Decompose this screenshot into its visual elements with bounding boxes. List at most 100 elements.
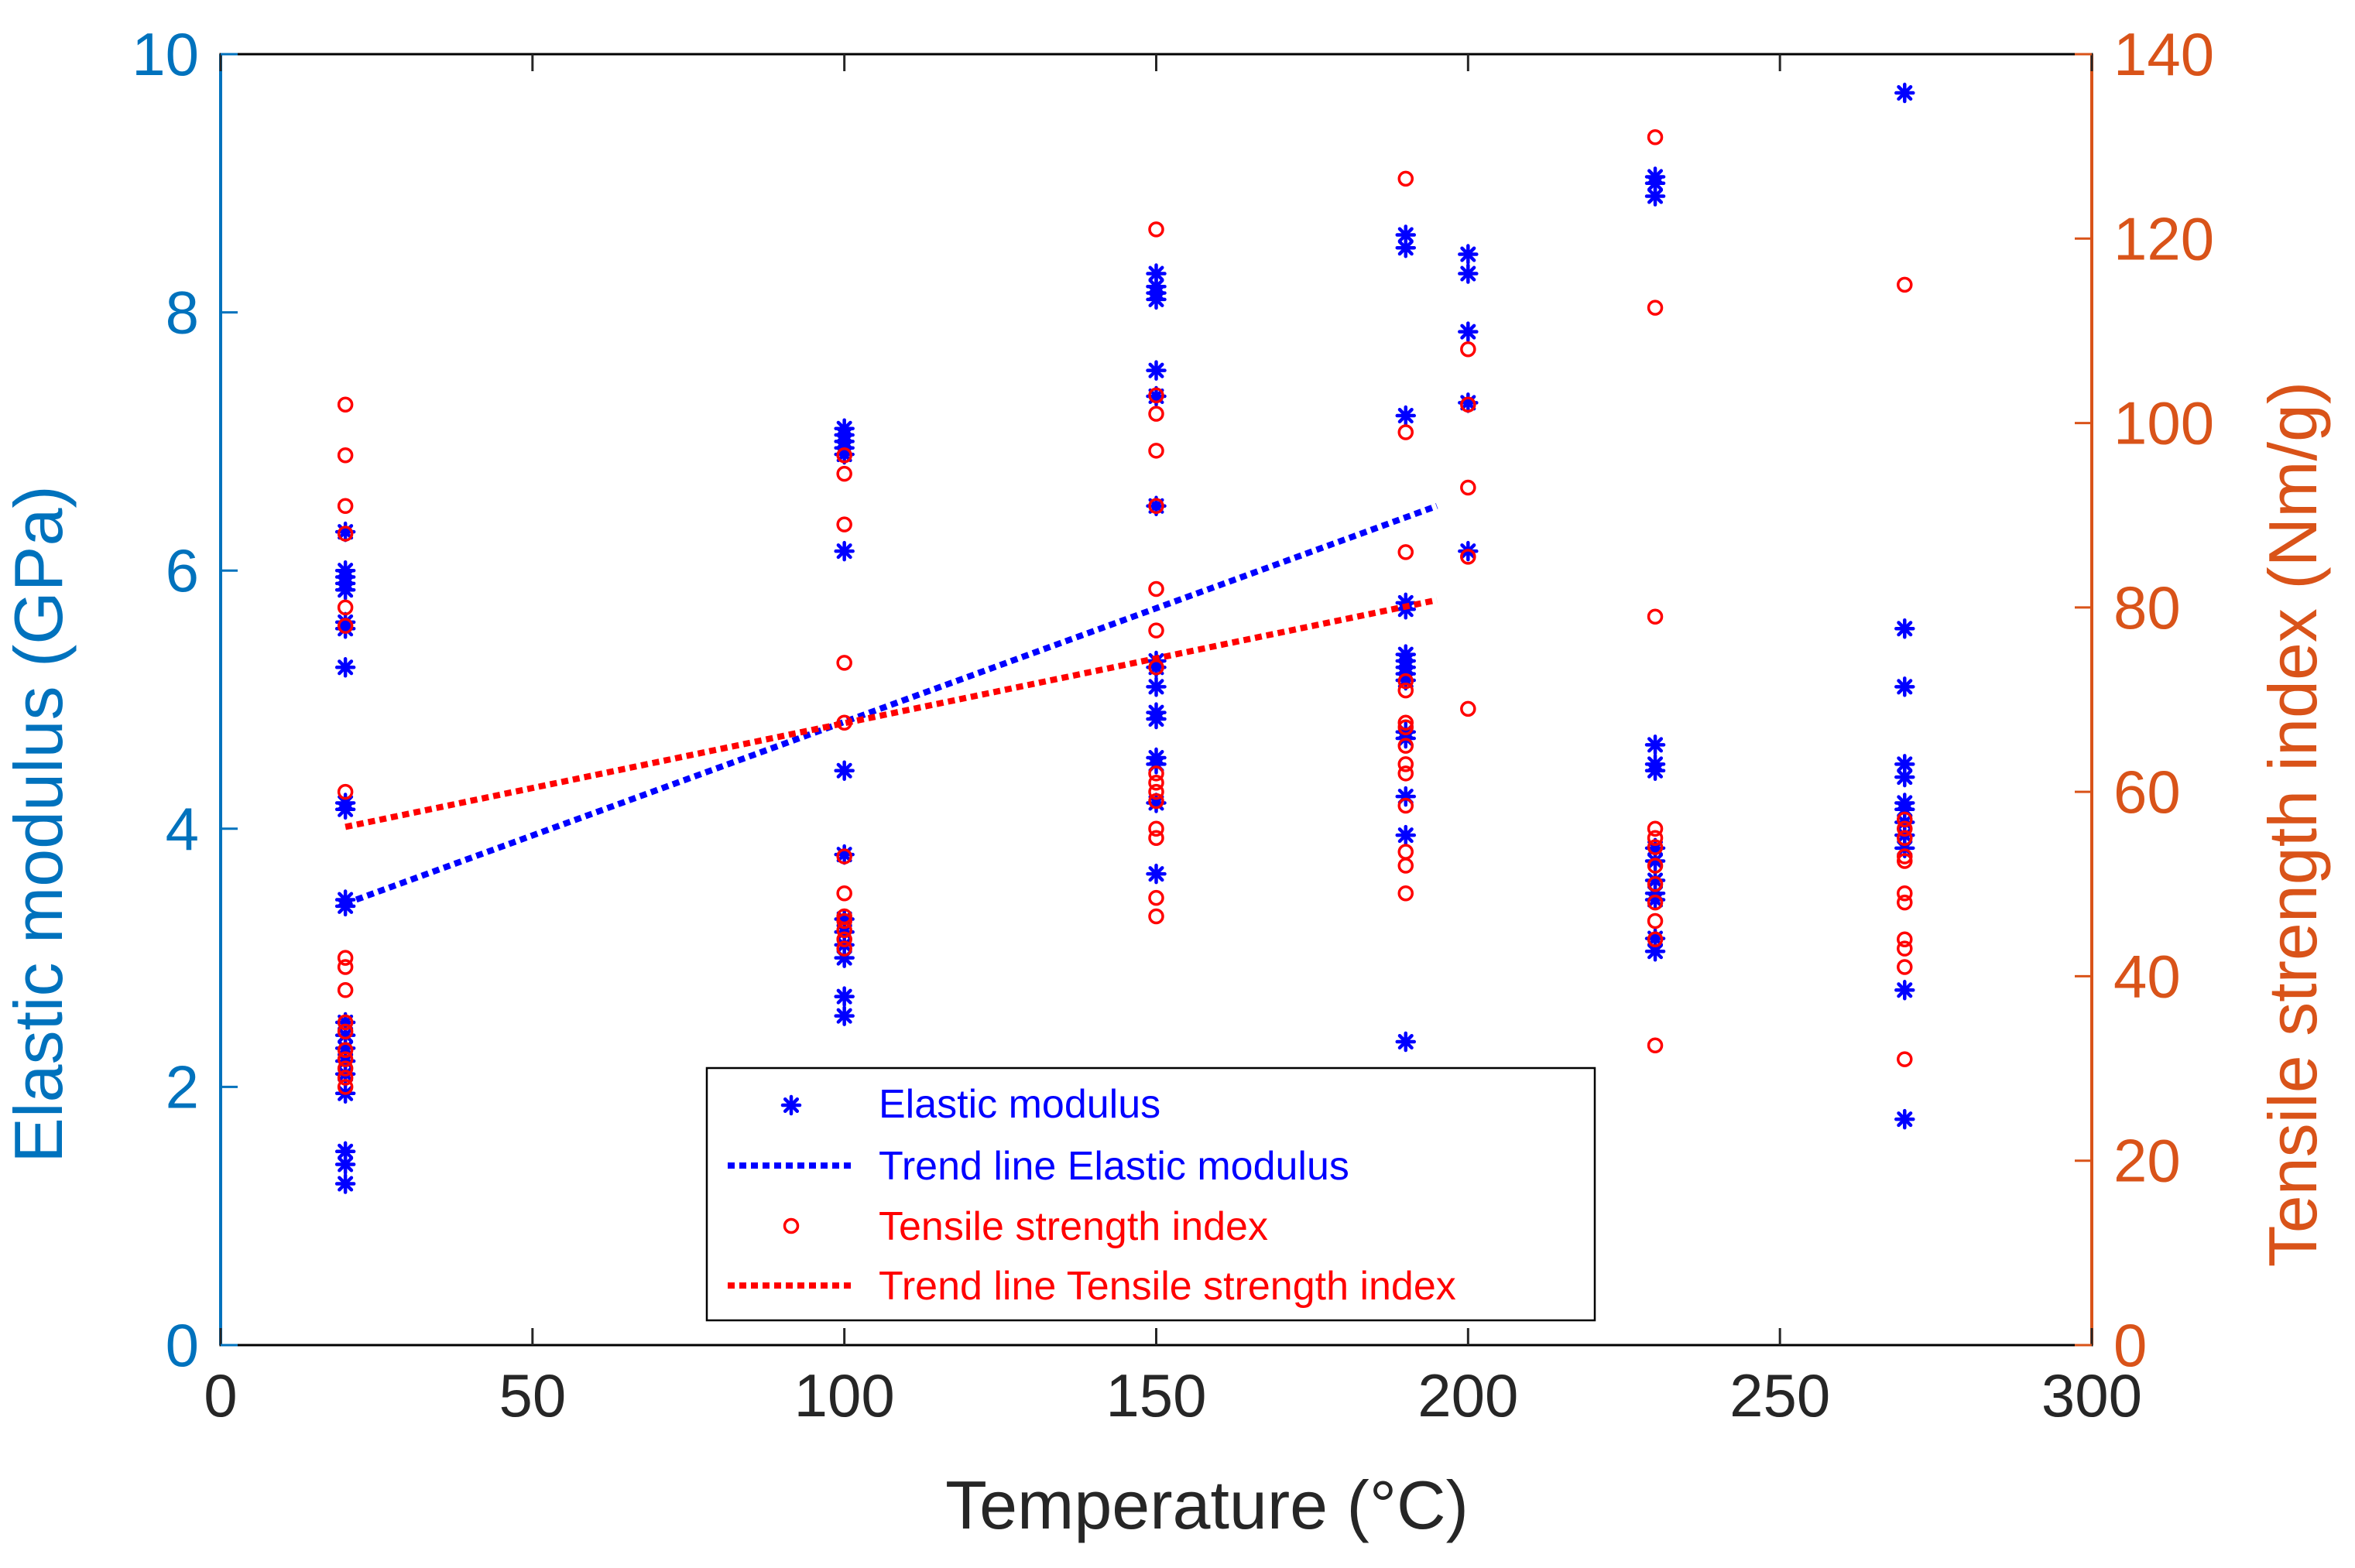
data-point-tensile-strength bbox=[1148, 443, 1164, 459]
data-marks bbox=[334, 82, 1915, 1194]
data-point-tensile-strength bbox=[836, 922, 852, 939]
legend-item-trend-tensile: Trend line Tensile strength index bbox=[728, 1264, 1456, 1309]
x-tick-label: 150 bbox=[1106, 1361, 1206, 1429]
right-y-tick-label: 80 bbox=[2113, 573, 2181, 642]
data-point-tensile-strength bbox=[1397, 765, 1414, 782]
legend-star-glyph bbox=[780, 1094, 802, 1116]
data-point-tensile-strength bbox=[1148, 221, 1164, 238]
data-point-tensile-strength bbox=[1397, 544, 1414, 560]
data-point-tensile-strength bbox=[1647, 876, 1664, 892]
data-point-tensile-strength bbox=[836, 516, 852, 532]
data-point-tensile-strength bbox=[1897, 830, 1913, 846]
data-point-tensile-strength bbox=[1148, 820, 1164, 837]
data-point-tensile-strength bbox=[836, 885, 852, 902]
data-point-elastic-modulus bbox=[1395, 237, 1417, 258]
data-point-tensile-strength bbox=[1897, 931, 1913, 948]
data-point-tensile-strength bbox=[1397, 673, 1414, 690]
data-point-elastic-modulus bbox=[1146, 289, 1167, 310]
data-point-elastic-modulus bbox=[1146, 863, 1167, 885]
data-point-elastic-modulus bbox=[834, 540, 855, 562]
data-point-tensile-strength bbox=[337, 526, 354, 542]
data-point-tensile-strength bbox=[1397, 714, 1414, 731]
right-y-tick-label: 100 bbox=[2113, 389, 2214, 457]
legend-box bbox=[705, 1066, 1596, 1322]
data-point-tensile-strength bbox=[1897, 848, 1913, 864]
data-point-elastic-modulus bbox=[1644, 734, 1666, 755]
data-point-tensile-strength bbox=[337, 1070, 354, 1086]
right-y-axis-title: Tensile strength index (Nm/g) bbox=[2254, 382, 2331, 1267]
right-y-tick-label: 140 bbox=[2113, 20, 2214, 88]
data-point-elastic-modulus bbox=[1395, 824, 1417, 846]
data-point-tensile-strength bbox=[337, 498, 354, 515]
data-point-tensile-strength bbox=[1647, 608, 1664, 625]
data-point-elastic-modulus bbox=[1458, 263, 1479, 284]
data-point-tensile-strength bbox=[836, 465, 852, 482]
data-point-tensile-strength bbox=[1647, 839, 1664, 855]
legend-marker-circle-icon bbox=[783, 1217, 800, 1234]
data-point-tensile-strength bbox=[1897, 1051, 1913, 1067]
data-point-elastic-modulus bbox=[1894, 1108, 1915, 1130]
right-y-tick-label: 40 bbox=[2113, 942, 2181, 1010]
data-point-elastic-modulus bbox=[1395, 786, 1417, 807]
data-point-tensile-strength bbox=[337, 1042, 354, 1058]
data-point-tensile-strength bbox=[337, 599, 354, 616]
right-y-tick-label: 20 bbox=[2113, 1127, 2181, 1195]
data-point-elastic-modulus bbox=[834, 1005, 855, 1026]
data-point-tensile-strength bbox=[337, 618, 354, 634]
data-point-elastic-modulus bbox=[1894, 766, 1915, 788]
trend-line bbox=[345, 597, 1438, 830]
data-point-tensile-strength bbox=[1897, 276, 1913, 293]
data-point-tensile-strength bbox=[1397, 170, 1414, 187]
data-point-tensile-strength bbox=[1647, 858, 1664, 874]
data-point-elastic-modulus bbox=[334, 1173, 356, 1194]
data-point-tensile-strength bbox=[1897, 885, 1913, 902]
data-point-tensile-strength bbox=[1897, 940, 1913, 957]
data-point-tensile-strength bbox=[1148, 765, 1164, 782]
legend: Elastic modulus Trend line Elastic modul… bbox=[705, 1066, 1596, 1322]
data-point-tensile-strength bbox=[337, 950, 354, 966]
data-point-tensile-strength bbox=[836, 655, 852, 671]
legend-label-elastic-modulus: Elastic modulus bbox=[879, 1082, 1160, 1127]
data-point-tensile-strength bbox=[1897, 811, 1913, 828]
data-point-tensile-strength bbox=[836, 940, 852, 957]
x-tick-label: 250 bbox=[1729, 1361, 1830, 1429]
right-y-axis-ticks: 0 20 40 60 80 100 120 140 bbox=[2075, 20, 2214, 1379]
data-point-tensile-strength bbox=[1148, 793, 1164, 810]
data-point-tensile-strength bbox=[1148, 498, 1164, 515]
data-point-elastic-modulus bbox=[1644, 186, 1666, 207]
data-point-tensile-strength bbox=[1397, 738, 1414, 754]
left-y-tick-label: 10 bbox=[132, 20, 199, 88]
data-point-tensile-strength bbox=[1647, 1037, 1664, 1054]
data-point-tensile-strength bbox=[1397, 858, 1414, 874]
data-point-tensile-strength bbox=[1897, 820, 1913, 837]
x-tick-label: 300 bbox=[2041, 1361, 2142, 1429]
data-point-elastic-modulus bbox=[1458, 244, 1479, 265]
data-point-tensile-strength bbox=[1460, 700, 1476, 717]
data-point-tensile-strength bbox=[337, 959, 354, 975]
data-point-tensile-strength bbox=[337, 1060, 354, 1077]
data-point-elastic-modulus bbox=[1458, 321, 1479, 342]
data-point-tensile-strength bbox=[1647, 931, 1664, 948]
data-point-tensile-strength bbox=[1460, 479, 1476, 496]
data-point-tensile-strength bbox=[1647, 912, 1664, 930]
data-point-elastic-modulus bbox=[1146, 360, 1167, 381]
data-point-tensile-strength bbox=[1397, 719, 1414, 735]
data-point-tensile-strength bbox=[1148, 774, 1164, 791]
data-point-tensile-strength bbox=[1397, 797, 1414, 814]
data-point-elastic-modulus bbox=[1395, 405, 1417, 426]
data-point-tensile-strength bbox=[1460, 341, 1476, 358]
data-point-tensile-strength bbox=[337, 1051, 354, 1067]
trend-line bbox=[344, 503, 1438, 907]
right-y-tick-label: 120 bbox=[2113, 204, 2214, 272]
data-point-elastic-modulus bbox=[1894, 82, 1915, 104]
data-point-tensile-strength bbox=[1148, 622, 1164, 638]
data-point-elastic-modulus bbox=[334, 799, 356, 820]
data-point-tensile-strength bbox=[1397, 756, 1414, 772]
legend-label-trend-tensile: Trend line Tensile strength index bbox=[879, 1264, 1456, 1309]
left-y-tick-label: 4 bbox=[166, 795, 199, 863]
left-y-tick-label: 8 bbox=[166, 279, 199, 347]
data-point-tensile-strength bbox=[1148, 908, 1164, 925]
data-point-tensile-strength bbox=[337, 1014, 354, 1031]
